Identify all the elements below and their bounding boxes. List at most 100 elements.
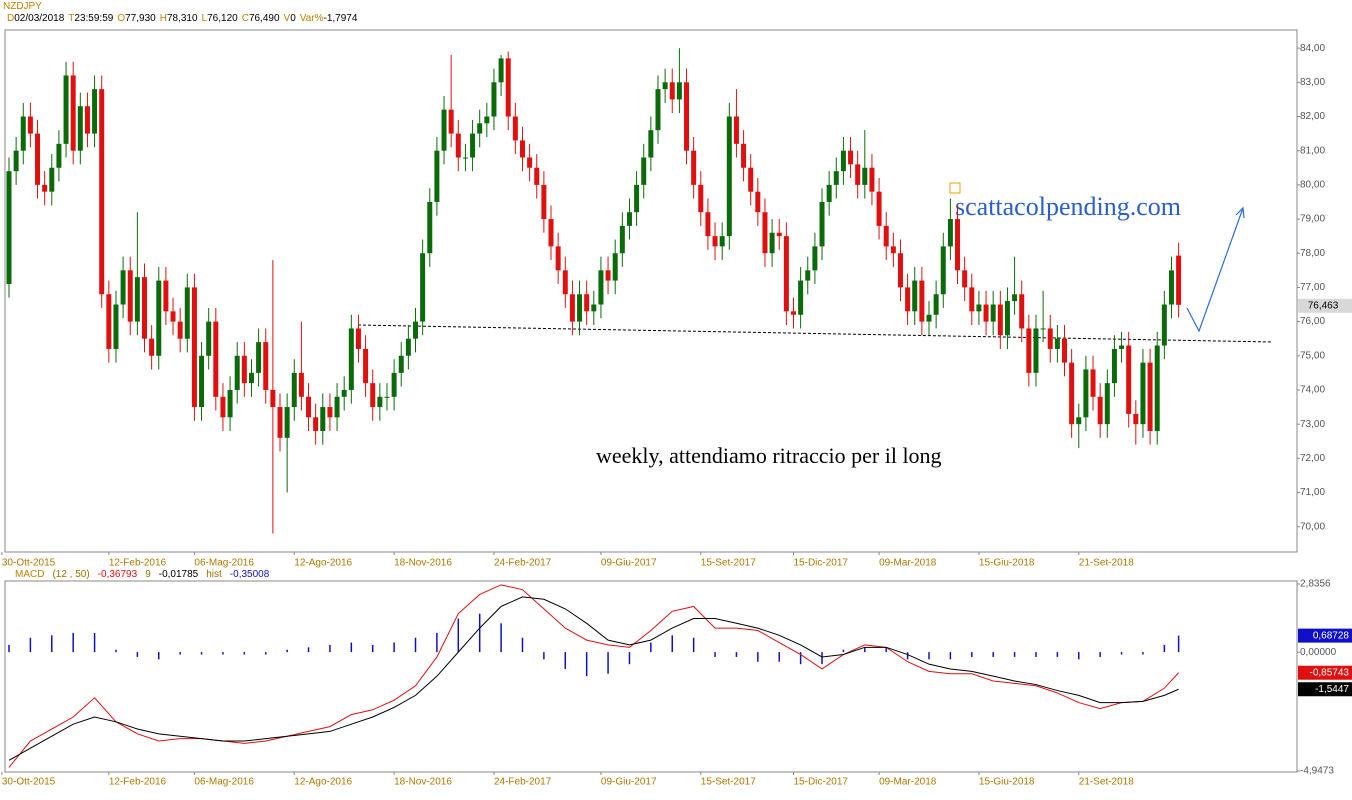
candle-body [676,82,682,100]
projection-arrow [1186,207,1244,333]
macd-header-item: -0,35008 [229,569,270,580]
last-value-label: -1,5447 [1315,684,1349,695]
candle-body [92,89,98,134]
x-tick-label: 15-Dic-2017 [793,777,848,788]
x-tick-label: 18-Nov-2016 [394,558,452,569]
macd-line [8,596,1179,761]
candle-body [20,116,26,151]
y-tick-label: 78,00 [1300,248,1325,259]
candle-body [783,236,789,312]
candle-body [1004,301,1010,336]
candle-body [384,396,390,398]
candle-body [712,236,718,247]
candle-body [527,157,533,168]
candle-body [897,253,903,288]
candle-body [933,294,939,315]
candle-body [997,304,1003,336]
candle-body [876,191,882,226]
candle-body [1033,328,1039,373]
candle-body [156,280,162,356]
candle-body [1161,304,1167,346]
candle-body [220,396,226,418]
candle-body [334,396,340,418]
y-tick-label: 82,00 [1300,111,1325,122]
candle-body [35,133,41,185]
candle-body [840,150,846,172]
macd-header-item: -0,01785 [158,569,199,580]
candle-body [1090,369,1096,397]
candle-body [1154,345,1160,431]
y-tick-label: 83,00 [1300,77,1325,88]
candle-body [505,58,511,117]
x-tick-label: 24-Feb-2017 [494,558,552,569]
candle-body [541,184,547,220]
x-tick-label: 12-Ago-2016 [294,777,352,788]
candle-body [548,219,554,247]
x-tick-label: 06-Mag-2016 [194,558,254,569]
candle-body [1026,328,1032,373]
candle-body [448,109,454,134]
candle-body [1147,362,1153,431]
candle-body [241,355,247,384]
macd-line [8,584,1179,768]
watermark: scattacolpending.com [955,192,1181,221]
field-key: H [159,13,167,24]
x-tick-label: 06-Mag-2016 [194,777,254,788]
support-line [357,324,1273,343]
macd-header-item: MACD [15,569,45,580]
candle-body [84,106,90,134]
candle-body [919,280,925,322]
x-tick-label: 12-Feb-2016 [109,777,167,788]
y-tick-label: 84,00 [1300,43,1325,54]
arrow-head [1235,206,1245,219]
candle-body [519,140,525,158]
y-tick-label: 76,00 [1300,316,1325,327]
candle-body [77,106,83,151]
candle-body [812,246,818,271]
candle-body [748,167,754,192]
candle-body [1083,369,1089,418]
candle-body [1012,294,1018,302]
candle-body [1168,270,1174,305]
field-value: 23:59:59 [74,13,114,24]
price-marker-label: 76,463 [1308,300,1339,311]
candle-body [348,328,354,390]
candle-body [134,277,140,322]
quote-fields: D02/03/2018 T23:59:59 O77,930 H78,310 L76,12… [3,13,357,24]
candle-body [634,184,640,213]
x-tick-label: 12-Ago-2016 [294,558,352,569]
macd-header-item: -0,36793 [97,569,138,580]
quote-header: NZDJPY D02/03/2018 T23:59:59 O77,930 H78,310… [3,1,357,25]
candle-body [990,304,996,322]
field-key: T [68,13,75,24]
candle-body [848,150,854,165]
note: weekly, attendiamo ritraccio per il long [596,443,942,468]
field-value: -1,7974 [323,13,358,24]
candle-body [655,89,661,131]
candle-body [1040,328,1046,330]
y-tick-label: 70,00 [1300,521,1325,532]
field-key: V [283,13,291,24]
candle-body [584,294,590,312]
x-tick-label: 09-Giu-2017 [601,558,657,569]
candle-body [1111,348,1117,384]
marker-square [949,182,961,194]
candle-body [1176,255,1182,305]
last-value-box [1298,682,1352,697]
field-value: 0 [290,13,296,24]
candle-body [833,171,839,185]
candle-body [113,304,119,349]
candle-body [227,389,233,418]
x-tick-label: 09-Mar-2018 [879,558,937,569]
candle-body [869,167,875,192]
candle-body [798,280,804,315]
candle-body [1019,294,1025,329]
candle-body [191,287,197,408]
candle-body [826,184,832,202]
candle-body [313,417,319,431]
candle-body [141,277,147,339]
candle-body [1097,396,1103,425]
candle-body [498,58,504,83]
candle-body [569,294,575,322]
